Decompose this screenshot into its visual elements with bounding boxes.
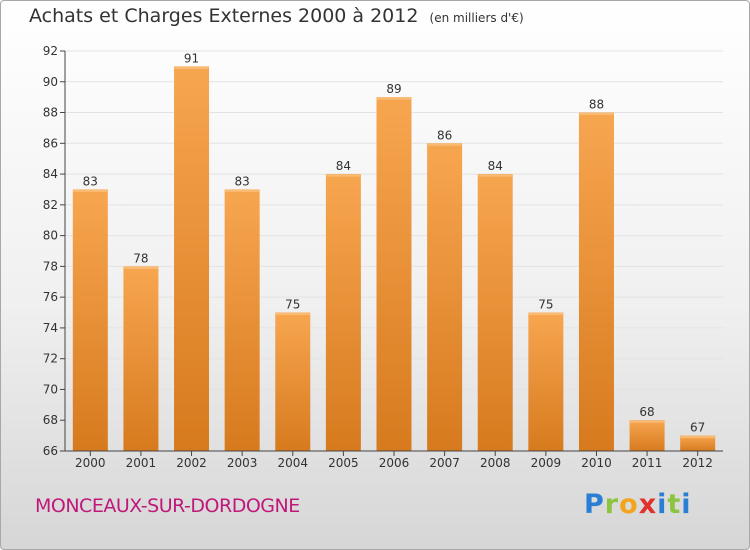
logo-letter: t <box>667 489 682 520</box>
bar-highlight <box>73 189 108 192</box>
data-label: 75 <box>285 298 300 312</box>
bar-highlight <box>377 97 411 100</box>
y-tick-label: 82 <box>43 198 58 212</box>
x-tick-label: 2001 <box>126 456 157 470</box>
bar-highlight <box>630 420 665 423</box>
data-labels: 83 78 91 83 75 84 89 86 84 75 88 68 67 <box>83 51 706 434</box>
x-tick-label: 2010 <box>581 456 612 470</box>
y-tick-label: 70 <box>43 382 58 396</box>
x-tick-label: 2012 <box>682 456 713 470</box>
x-axis-ticks: 2000 2001 2002 2003 2004 2005 2006 2007 2008 2009… <box>75 451 713 470</box>
x-tick-label: 2007 <box>429 456 460 470</box>
x-tick-label: 2006 <box>379 456 410 470</box>
y-tick-label: 68 <box>43 413 58 427</box>
logo-letter: x <box>638 489 658 520</box>
bar-highlight <box>174 66 209 69</box>
data-label: 78 <box>133 251 148 265</box>
x-tick-label: 2009 <box>531 456 562 470</box>
bar <box>174 66 210 451</box>
bar <box>528 312 564 451</box>
y-tick-label: 86 <box>43 136 58 150</box>
x-tick-label: 2003 <box>227 456 258 470</box>
chart-unit: (en milliers d'€) <box>429 11 524 25</box>
y-tick-label: 78 <box>43 259 58 273</box>
x-tick-label: 2000 <box>75 456 106 470</box>
bar <box>578 112 614 452</box>
y-tick-label: 74 <box>43 321 58 335</box>
bar <box>123 266 159 451</box>
logo-letter: P <box>584 489 605 520</box>
y-tick-label: 80 <box>43 229 58 243</box>
bar <box>224 189 260 451</box>
data-label: 91 <box>184 51 199 65</box>
bar <box>629 420 665 451</box>
logo-letter: i <box>657 489 668 520</box>
y-tick-label: 84 <box>43 167 58 181</box>
bars <box>72 66 716 452</box>
bar <box>275 312 311 451</box>
bar-highlight <box>528 313 563 316</box>
y-tick-label: 88 <box>43 106 58 120</box>
bar-highlight <box>478 174 513 177</box>
bar <box>427 143 463 452</box>
bar-highlight <box>680 436 715 439</box>
bar <box>680 435 716 451</box>
data-label: 86 <box>437 128 452 142</box>
logo-letter: o <box>619 489 639 520</box>
y-tick-label: 76 <box>43 290 58 304</box>
town-name: MONCEAUX-SUR-DORDOGNE <box>35 495 300 517</box>
x-tick-label: 2002 <box>176 456 207 470</box>
bar <box>477 174 513 452</box>
data-label: 83 <box>83 174 98 188</box>
y-tick-label: 90 <box>43 75 58 89</box>
data-label: 84 <box>336 159 351 173</box>
bar-highlight <box>275 313 310 316</box>
bar-highlight <box>123 266 158 269</box>
bar <box>325 174 361 452</box>
x-tick-label: 2005 <box>328 456 359 470</box>
data-label: 75 <box>538 298 553 312</box>
data-label: 67 <box>690 421 705 435</box>
bar-highlight <box>579 113 614 116</box>
x-tick-label: 2011 <box>632 456 663 470</box>
proxiti-logo: Proxiti <box>584 489 692 520</box>
data-label: 84 <box>488 159 503 173</box>
y-axis-ticks: 66 68 70 72 74 76 78 80 82 84 86 88 90 92 <box>43 44 65 458</box>
chart-title-group: Achats et Charges Externes 2000 à 2012 (… <box>29 5 524 27</box>
y-tick-label: 92 <box>43 44 58 58</box>
x-tick-label: 2008 <box>480 456 511 470</box>
chart-title: Achats et Charges Externes 2000 à 2012 <box>29 5 419 27</box>
bar-highlight <box>326 174 361 177</box>
bar-highlight <box>225 189 260 192</box>
bar-highlight <box>427 143 462 146</box>
data-label: 88 <box>589 98 604 112</box>
logo-letter: r <box>604 489 620 520</box>
y-tick-label: 72 <box>43 352 58 366</box>
bar <box>72 189 108 451</box>
data-label: 83 <box>235 174 250 188</box>
logo-letter: i <box>681 489 692 520</box>
x-tick-label: 2004 <box>277 456 308 470</box>
data-label: 89 <box>386 82 401 96</box>
data-label: 68 <box>639 405 654 419</box>
y-tick-label: 66 <box>43 444 58 458</box>
axes <box>64 51 723 452</box>
bar <box>376 97 412 452</box>
